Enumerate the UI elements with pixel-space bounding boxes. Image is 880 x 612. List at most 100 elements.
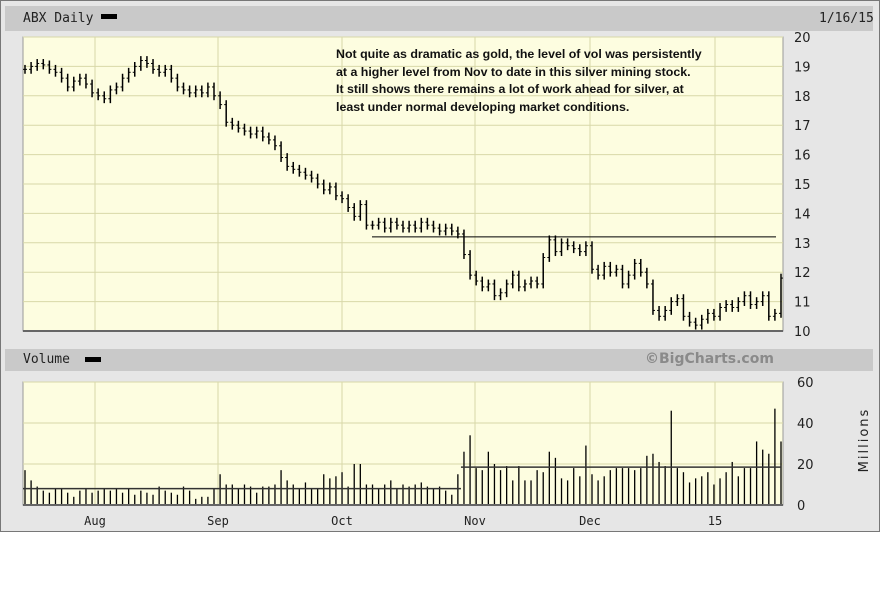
price-bar	[157, 64, 162, 77]
annotation-line: Not quite as dramatic as gold, the level…	[336, 47, 702, 61]
price-bar	[199, 85, 204, 98]
price-bar	[53, 64, 58, 77]
month-label: Oct	[331, 514, 353, 528]
price-bar	[279, 141, 284, 162]
price-bar	[114, 82, 119, 95]
price-bar	[443, 223, 448, 236]
price-bar	[772, 308, 777, 321]
price-bar	[315, 173, 320, 189]
price-bar	[285, 153, 290, 171]
price-bar	[144, 56, 149, 68]
price-bar	[71, 76, 76, 92]
price-bar	[407, 220, 412, 233]
price-bar	[358, 200, 363, 221]
price-bar	[108, 85, 113, 104]
price-bar	[266, 132, 271, 145]
month-label: Nov	[464, 514, 486, 528]
price-bar	[205, 82, 210, 98]
price-bar	[242, 123, 247, 136]
price-bar	[90, 79, 95, 98]
price-bar	[547, 235, 552, 262]
price-bar	[724, 300, 729, 312]
price-bar	[535, 276, 540, 289]
price-bar	[614, 264, 619, 277]
price-bar	[693, 317, 698, 330]
price-bar	[590, 241, 594, 274]
price-bar	[333, 182, 338, 201]
price-bar	[565, 238, 570, 251]
price-bar	[41, 59, 46, 70]
price-bar	[181, 82, 186, 95]
volume-legend-icon	[85, 357, 101, 362]
price-bar	[425, 217, 430, 230]
price-bar	[340, 191, 345, 204]
price-bar	[480, 276, 485, 292]
price-bar	[388, 217, 393, 233]
volume-axis-label: 60	[797, 376, 814, 391]
price-bar	[346, 194, 351, 212]
price-bar	[626, 270, 631, 289]
price-bar	[413, 220, 418, 233]
price-bar	[553, 235, 558, 257]
price-bar	[169, 64, 174, 83]
price-bar	[449, 223, 454, 236]
price-bar	[632, 258, 637, 280]
annotation-text: Not quite as dramatic as gold, the level…	[336, 46, 766, 116]
price-bar	[35, 59, 40, 71]
price-bar	[486, 279, 491, 292]
price-bar	[59, 67, 64, 83]
price-header: ABX Daily 1/16/15	[5, 6, 874, 31]
price-bar	[748, 291, 753, 309]
price-bar	[742, 291, 747, 307]
price-bar	[577, 244, 582, 257]
price-bar	[102, 91, 107, 104]
price-bar	[498, 288, 503, 301]
price-bar	[175, 73, 180, 92]
volume-axis-label: 0	[797, 499, 805, 514]
bigcharts-credit: ©BigCharts.com	[645, 351, 774, 367]
chart-title: ABX Daily	[23, 11, 94, 26]
price-bar	[602, 261, 607, 280]
price-bar	[657, 306, 662, 321]
price-axis-label: 16	[794, 149, 811, 164]
price-bar	[760, 291, 765, 307]
price-bar	[83, 73, 88, 89]
price-bar	[120, 73, 125, 92]
price-bar	[638, 258, 643, 277]
price-bar	[705, 308, 710, 324]
price-bar	[608, 261, 613, 277]
price-axis-label: 17	[794, 119, 811, 134]
price-bar	[474, 270, 479, 286]
volume-title: Volume	[23, 352, 70, 367]
month-label: 15	[708, 514, 722, 528]
price-bar	[522, 279, 527, 292]
price-bar	[718, 303, 723, 321]
price-bar	[272, 135, 277, 151]
price-bar	[163, 64, 168, 77]
price-bar	[529, 276, 534, 289]
price-axis-label: 18	[794, 90, 811, 105]
price-bar	[675, 294, 680, 307]
price-axis-label: 12	[794, 266, 811, 281]
price-bar	[766, 291, 771, 321]
chart-date: 1/16/15	[819, 11, 874, 26]
price-bar	[193, 85, 198, 98]
price-bar	[126, 67, 131, 83]
price-bar	[47, 60, 52, 74]
price-bar	[504, 279, 509, 298]
price-bar	[370, 220, 375, 230]
price-bar	[394, 217, 399, 230]
price-bar	[248, 126, 253, 139]
price-bar	[559, 238, 564, 257]
annotation-line: least under normal developing market con…	[336, 99, 630, 114]
price-bar	[461, 229, 466, 259]
price-axis-label: 10	[794, 325, 811, 340]
price-bar	[681, 294, 686, 321]
price-bar	[224, 100, 229, 127]
price-bar	[492, 279, 497, 301]
price-bar	[644, 267, 649, 289]
price-bar	[541, 253, 546, 289]
price-bar	[650, 279, 655, 315]
price-bar	[96, 88, 101, 101]
